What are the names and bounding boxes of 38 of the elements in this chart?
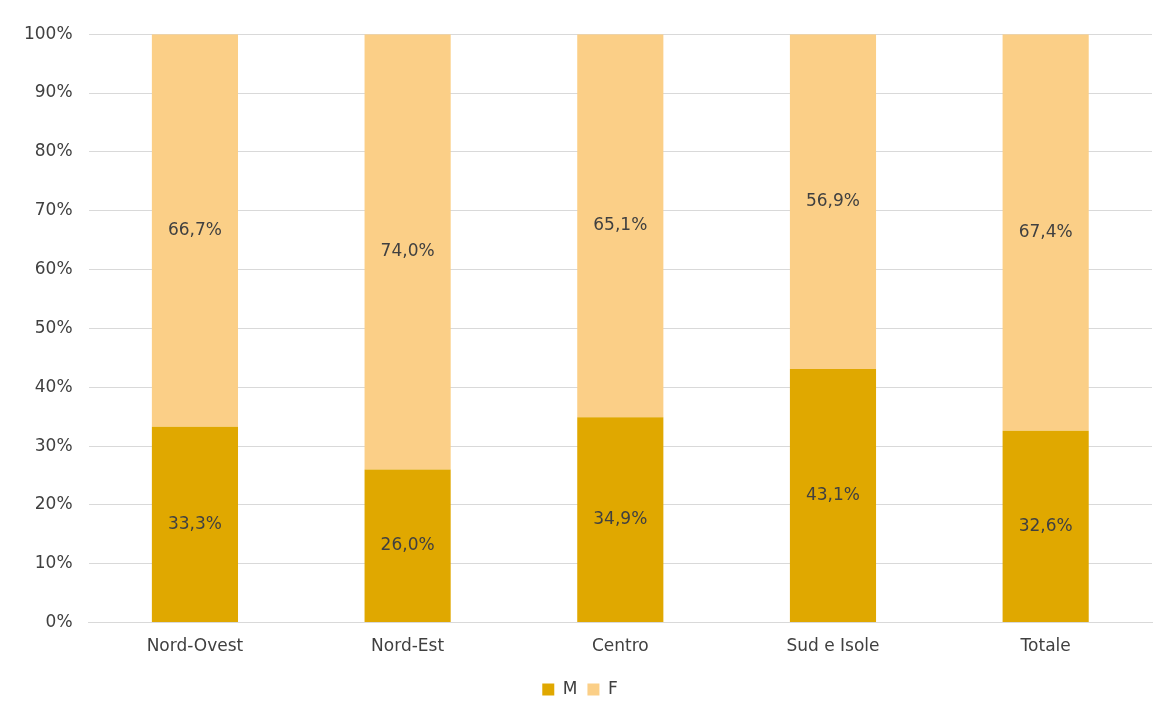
bar <box>789 34 877 369</box>
y-tick-label: 20% <box>34 493 73 514</box>
y-tick-label: 70% <box>34 199 73 220</box>
data-label: 56,9% <box>805 190 860 211</box>
y-tick-label: 0% <box>45 611 73 632</box>
y-tick-label: 50% <box>34 316 73 337</box>
bar <box>364 469 451 623</box>
legend-label: F <box>607 677 618 698</box>
y-tick-label: 60% <box>34 257 73 278</box>
x-tick-label: Nord-Ovest <box>146 635 244 656</box>
y-tick-label: 90% <box>34 81 73 102</box>
y-tick-label: 10% <box>34 552 73 573</box>
data-label: 34,9% <box>593 508 648 529</box>
data-label: 33,3% <box>167 512 222 533</box>
data-label: 74,0% <box>380 240 435 261</box>
y-tick-label: 40% <box>34 375 73 396</box>
y-tick-label: 30% <box>34 434 73 455</box>
x-tick-label: Centro <box>591 635 649 656</box>
y-tick-label: 80% <box>34 140 73 161</box>
bar <box>151 34 239 427</box>
data-label: 66,7% <box>167 218 222 239</box>
x-tick-label: Nord-Est <box>371 635 445 656</box>
data-label: 32,6% <box>1018 514 1073 535</box>
bar <box>1002 34 1089 431</box>
data-label: 67,4% <box>1018 220 1073 241</box>
bar <box>577 34 664 418</box>
data-label: 26,0% <box>380 534 435 555</box>
bar <box>577 417 664 623</box>
bar <box>364 34 451 470</box>
bar <box>151 426 239 623</box>
x-tick-label: Sud e Isole <box>786 635 880 656</box>
bar <box>789 369 877 623</box>
data-label: 43,1% <box>805 483 860 504</box>
data-label: 65,1% <box>593 214 648 235</box>
bar <box>1002 430 1089 623</box>
x-tick-label: Totale <box>1019 635 1071 656</box>
y-tick-label: 100% <box>23 22 73 43</box>
legend-label: M <box>562 677 578 698</box>
